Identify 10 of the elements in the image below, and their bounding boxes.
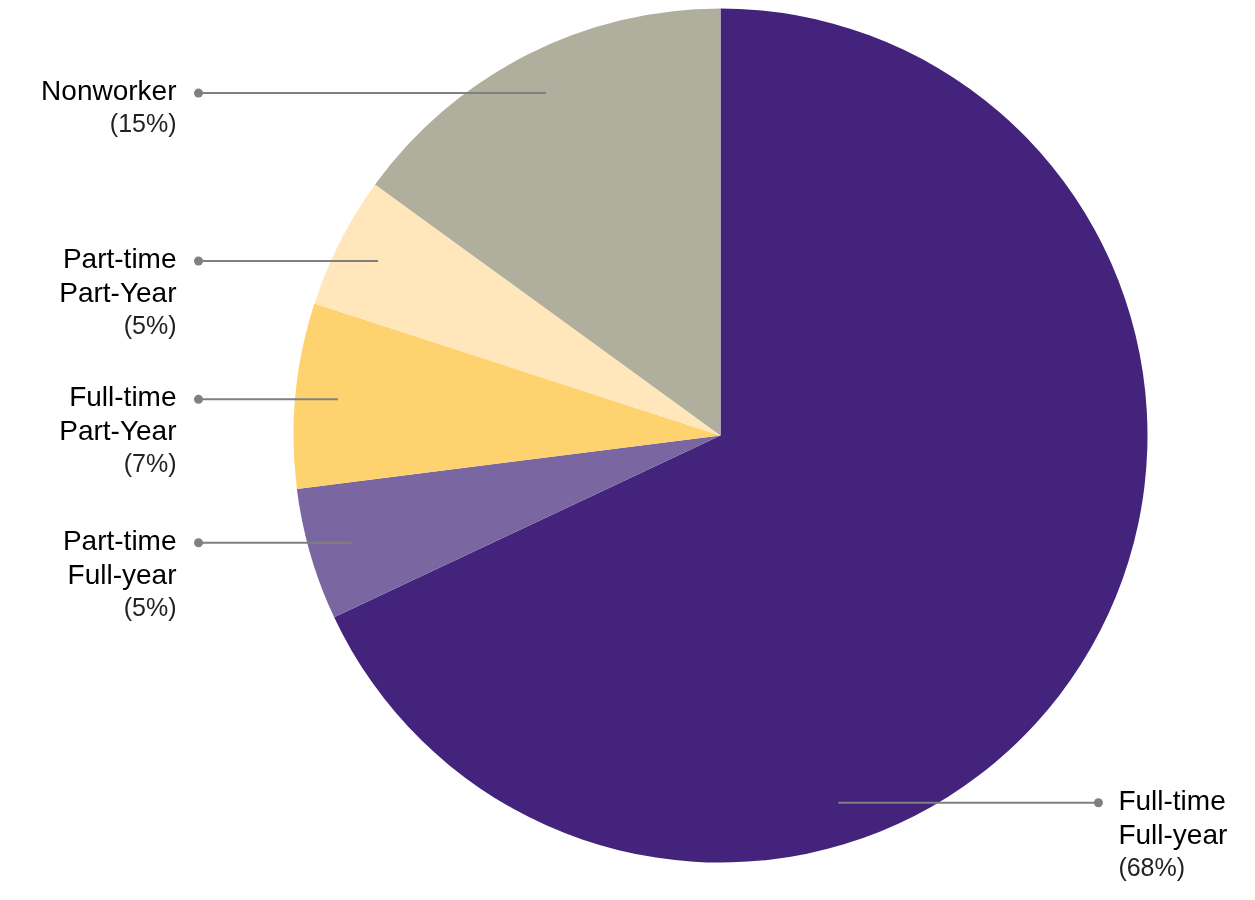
data-label: (68%) [1118,852,1186,881]
slice-label: Nonworker [41,75,177,107]
slice-label: Part-time Part-Year [59,243,177,309]
slice-label: Full-time Full-year [1118,784,1228,850]
data-label: (15%) [109,109,177,138]
data-label: (7%) [123,449,177,478]
slice-label: Full-time Part-Year [59,381,177,447]
data-label: (5%) [123,311,177,340]
data-label: (5%) [123,592,177,621]
slice-label: Part-time Full-year [62,524,177,590]
